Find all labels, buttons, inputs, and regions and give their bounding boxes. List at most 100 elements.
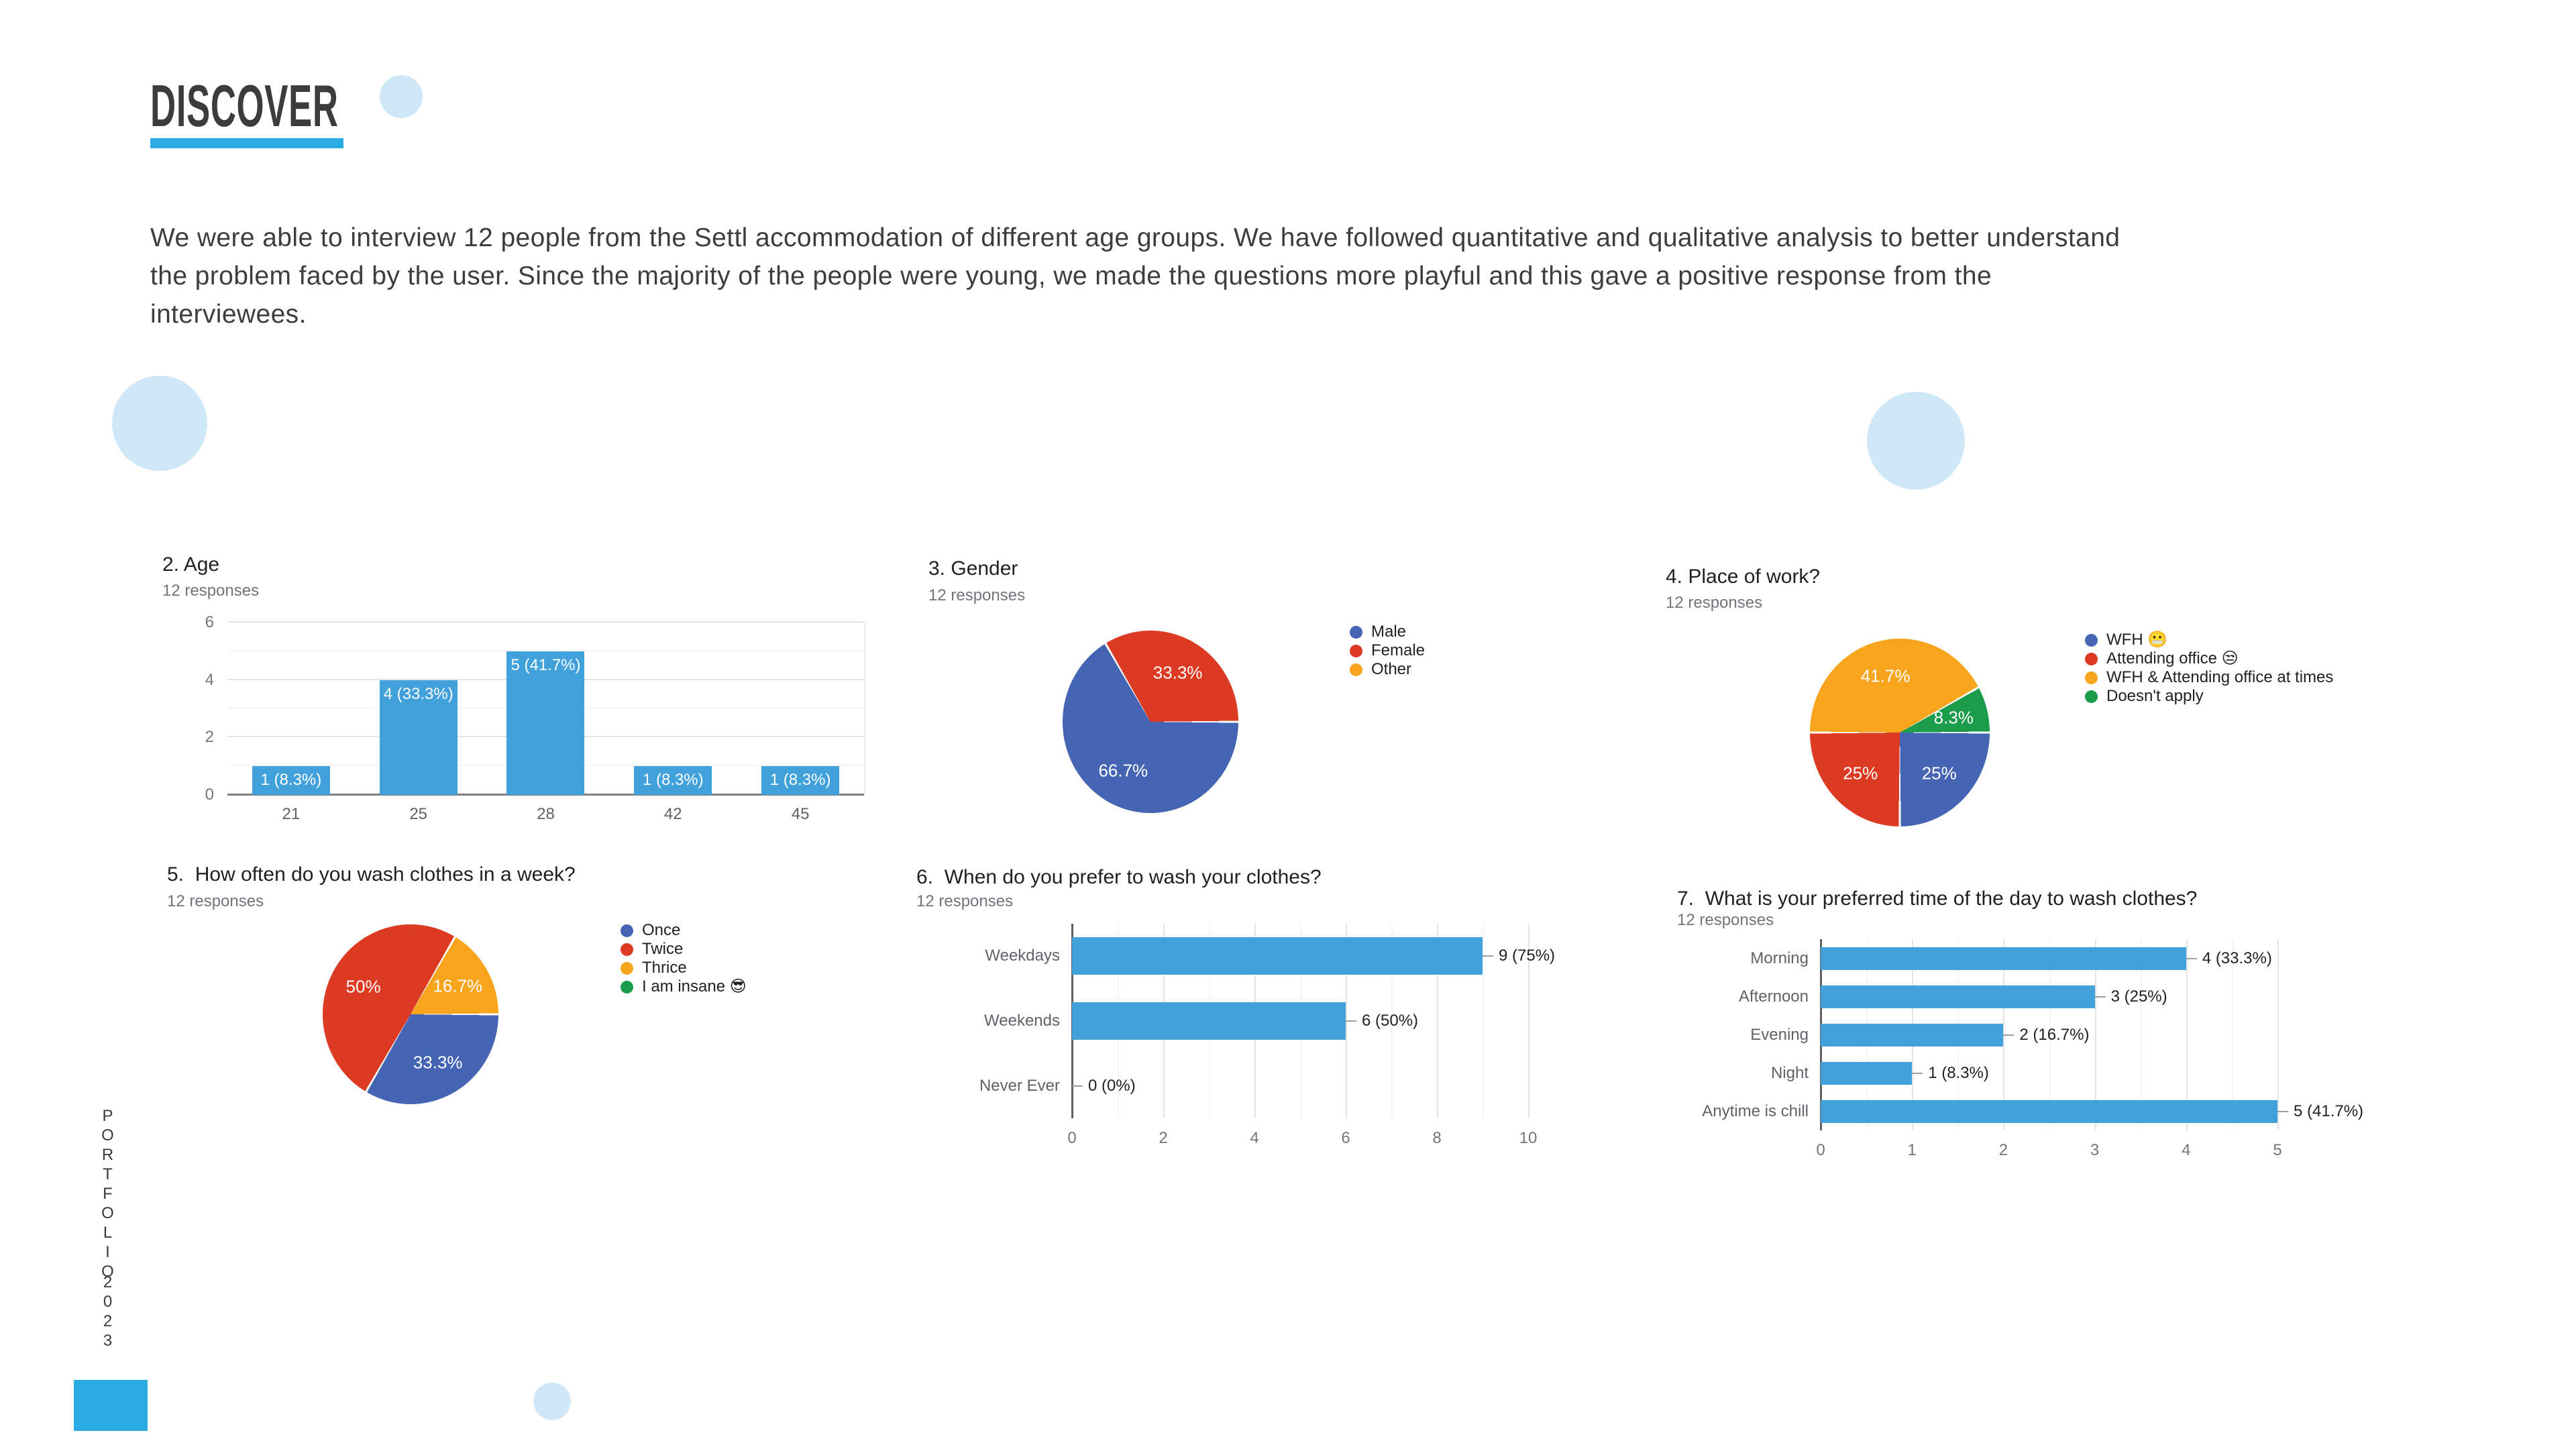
pie-slice-label: 33.3% — [413, 1052, 463, 1073]
chart-wash-when: 6. When do you prefer to wash your cloth… — [916, 865, 1688, 1194]
x-axis-tick-label: 4 — [2182, 1141, 2191, 1159]
chart-preferred-time: 7. What is your preferred time of the da… — [1677, 887, 2449, 1216]
legend-item: Doesn't apply — [2085, 687, 2333, 705]
bar: 1 (8.3%) — [761, 766, 840, 795]
decorative-circle-icon — [112, 376, 207, 471]
chart-legend: Male Female Other — [1350, 623, 1425, 678]
bar-value-label: 4 (33.3%) — [2202, 949, 2272, 967]
x-axis-category-label: 25 — [409, 805, 428, 823]
legend-item: WFH 😬 — [2085, 632, 2333, 648]
page-title: DISCOVER — [150, 72, 339, 139]
legend-item: Thrice — [621, 960, 747, 976]
pie-chart: 25% 25% 41.7% 8.3% — [1810, 639, 1990, 826]
category-label: Weekends — [984, 1012, 1060, 1030]
title-underline — [150, 138, 343, 148]
bar-band: Never Ever 0 (0%) — [979, 1053, 1528, 1118]
bar-plot-area: Weekdays 9 (75%) Weekends 6 (50%) Never Ever… — [979, 924, 1555, 1147]
bar-band: Evening 2 (16.7%) — [1750, 1016, 2277, 1054]
legend-color-dot-icon — [621, 924, 633, 937]
bar-value-label: 5 (41.7%) — [2294, 1102, 2364, 1120]
responses-count: 12 responses — [1666, 594, 1763, 612]
decorative-circle-icon — [533, 1383, 571, 1420]
x-axis-tick-label: 2 — [1159, 1129, 1168, 1147]
bar-row: 3 (25%) — [1821, 985, 2277, 1008]
chart-title: 4. Place of work? — [1666, 566, 1821, 588]
bar: 5 (41.7%) — [506, 651, 585, 795]
y-axis-tick-label: 4 — [205, 670, 214, 689]
bar-value-label: 4 (33.3%) — [383, 684, 453, 703]
x-axis-tick-label: 6 — [1341, 1129, 1350, 1147]
grid-line — [2140, 939, 2142, 1130]
bar — [1072, 1002, 1346, 1040]
x-axis-category-label: 21 — [282, 805, 301, 823]
bar-row: 2 (16.7%) — [1821, 1023, 2277, 1046]
bar-value-label: 0 (0%) — [1088, 1076, 1136, 1095]
value-connector-line — [2277, 1110, 2288, 1112]
bar-row: 1 (8.3%) — [1821, 1061, 2277, 1085]
pie-slice-label: 16.7% — [433, 975, 483, 996]
bar-band: 1 (8.3%) 21 — [227, 623, 355, 823]
bar: 1 (8.3%) — [252, 766, 330, 795]
chart-legend: Once Twice Thrice I am insane 😎 — [621, 921, 747, 995]
pie-slice-label: 41.7% — [1860, 665, 1911, 686]
bar: 4 (33.3%) — [379, 680, 458, 795]
legend-label: Doesn't apply — [2106, 687, 2204, 705]
sidebar-year-label: 2023 — [99, 1273, 117, 1351]
legend-item: Twice — [621, 941, 747, 957]
chart-title: 7. What is your preferred time of the da… — [1677, 888, 2198, 910]
x-axis-tick-label: 10 — [1519, 1129, 1538, 1147]
bar — [1821, 947, 2186, 970]
bar — [1821, 1099, 2277, 1123]
chart-title: 2. Age — [162, 553, 220, 576]
category-label: Anytime is chill — [1702, 1102, 1809, 1120]
bar-row: 0 (0%) — [1072, 1067, 1528, 1105]
x-axis-tick-label: 5 — [2273, 1141, 2282, 1159]
pie-slice-label: 66.7% — [1098, 760, 1148, 781]
x-axis-category-label: 42 — [663, 805, 682, 823]
chart-title: 6. When do you prefer to wash your cloth… — [916, 866, 1322, 888]
grid-line — [1437, 924, 1438, 1118]
bar-value-label: 6 (50%) — [1362, 1012, 1419, 1030]
x-axis-category-label: 28 — [537, 805, 555, 823]
bar-value-label: 1 (8.3%) — [260, 771, 322, 790]
bar — [1821, 985, 2095, 1008]
bar-band: Anytime is chill 5 (41.7%) — [1702, 1092, 2363, 1130]
category-label: Night — [1770, 1063, 1809, 1082]
decorative-circle-icon — [1867, 392, 1965, 490]
legend-label: Once — [642, 921, 681, 939]
bar-value-label: 1 (8.3%) — [642, 771, 704, 790]
grid-line — [2049, 939, 2051, 1130]
bar-value-label: 5 (41.7%) — [511, 655, 581, 674]
category-label: Afternoon — [1738, 987, 1809, 1006]
legend-color-dot-icon — [2085, 652, 2098, 665]
x-axis-category-label: 45 — [791, 805, 810, 823]
bar-band: 5 (41.7%) 28 — [482, 623, 610, 823]
grid-line — [1483, 924, 1484, 1118]
bar-value-label: 9 (75%) — [1499, 947, 1556, 965]
legend-item: Attending office 😒 — [2085, 651, 2333, 667]
legend-color-dot-icon — [621, 961, 633, 975]
grid-line — [227, 649, 864, 651]
x-axis-tick-label: 2 — [1998, 1141, 2008, 1159]
category-label: Weekdays — [985, 947, 1060, 965]
legend-item: I am insane 😎 — [621, 979, 747, 995]
bar-row: 6 (50%) — [1072, 1002, 1528, 1040]
legend-item: Male — [1350, 623, 1425, 641]
bar: 1 (8.3%) — [634, 766, 712, 795]
bars-group: Morning 4 (33.3%) Afternoon 3 (25%) Evening 2… — [1702, 939, 2363, 1130]
chart-wash-frequency: 5. How often do you wash clothes in a we… — [167, 863, 1006, 1191]
bar-value-label: 1 (8.3%) — [1928, 1063, 1989, 1082]
y-axis-tick-label: 6 — [205, 613, 214, 631]
legend-label: Male — [1371, 623, 1407, 641]
legend-color-dot-icon — [621, 980, 633, 994]
responses-count: 12 responses — [167, 892, 264, 910]
legend-item: Female — [1350, 643, 1425, 659]
bar-band: Weekdays 9 (75%) — [985, 924, 1555, 989]
bar-band: Weekends 6 (50%) — [984, 989, 1528, 1054]
bar-value-label: 3 (25%) — [2110, 987, 2167, 1006]
legend-color-dot-icon — [2085, 633, 2098, 647]
legend-color-dot-icon — [1350, 644, 1362, 657]
grid-line — [2094, 939, 2096, 1130]
